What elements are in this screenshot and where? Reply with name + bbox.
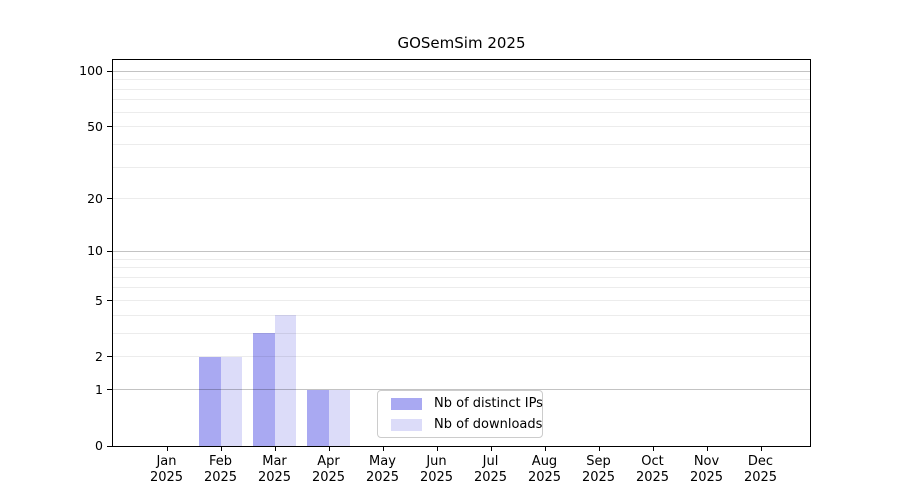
x-tick-label-month: Jun [426,454,447,469]
gridline-minor [113,267,810,269]
x-tick-label-year: 2025 [149,470,184,485]
gridline-minor [113,300,810,301]
bar-apr-distinct-ips [307,389,329,446]
gridline-major [113,70,810,72]
y-tick [107,389,113,391]
y-tick-label: 2 [95,348,103,364]
x-tick-label-year: 2025 [257,470,292,485]
gridline-major [113,250,810,252]
x-tick-label: Jul 2025 [463,454,519,486]
x-tick-label-year: 2025 [689,470,724,485]
x-tick-label: Jun 2025 [409,454,465,486]
gridline-minor [113,287,810,289]
legend-row-downloads: Nb of downloads [391,417,542,433]
x-tick-label-year: 2025 [419,470,454,485]
gridline-minor [113,79,810,81]
x-tick [490,446,492,451]
x-tick-label: Sep 2025 [571,454,627,486]
x-tick-label-year: 2025 [581,470,616,485]
gridline-major [113,389,810,391]
x-tick-label-month: Nov [693,454,720,469]
x-tick-label: Aug 2025 [517,454,573,486]
gridline-minor [113,332,810,334]
bar-feb-distinct-ips [199,356,221,446]
x-tick [706,446,708,451]
legend-swatch-distinct-ips [391,397,422,410]
gridline-minor [113,314,810,316]
x-tick-label: Mar 2025 [247,454,303,486]
x-tick-label-month: Aug [531,454,558,469]
x-tick-label-month: Jan [156,454,177,469]
y-tick [107,250,113,252]
gridline-minor [113,126,810,128]
bar-apr-downloads [328,389,350,446]
x-tick [760,446,762,451]
x-tick-label-year: 2025 [311,470,346,485]
gridline-minor [113,143,810,145]
x-tick-label-year: 2025 [473,470,508,485]
x-tick-label: May 2025 [355,454,411,486]
x-tick-label: Jan 2025 [139,454,195,486]
gridline-minor [113,258,810,260]
x-tick-label-year: 2025 [527,470,562,485]
x-tick [274,446,276,451]
gridline-minor [113,356,810,358]
y-tick [107,126,113,128]
x-tick [598,446,600,451]
gridline-minor [113,166,810,168]
y-tick-label: 20 [87,190,103,206]
legend-label-downloads: Nb of downloads [434,416,543,432]
gridline-minor [113,198,810,200]
x-tick [328,446,330,451]
x-tick [436,446,438,451]
y-tick [107,300,113,301]
x-tick [166,446,168,451]
x-tick-label-month: Sep [586,454,611,469]
x-tick-label: Dec 2025 [733,454,789,486]
x-tick-label: Apr 2025 [301,454,357,486]
y-tick [107,445,113,447]
x-tick-label-year: 2025 [743,470,778,485]
y-tick-label: 50 [87,118,103,134]
legend-swatch-downloads [391,418,422,431]
x-tick-label-year: 2025 [635,470,670,485]
x-tick [652,446,654,451]
x-tick [544,446,546,451]
plot-area: Nb of distinct IPs Nb of downloads 0 1 2 5 1… [79,59,811,485]
x-tick-label-month: Jul [482,454,499,469]
bar-mar-downloads [274,315,296,446]
x-tick-label: Nov 2025 [679,454,735,486]
x-tick-label-month: Dec [747,454,774,469]
legend-row-distinct-ips: Nb of distinct IPs [391,395,543,412]
x-tick-label: Feb 2025 [193,454,249,486]
x-tick-label-year: 2025 [365,470,400,485]
x-tick [382,446,384,451]
x-tick-label-year: 2025 [203,470,238,485]
x-tick [220,446,222,451]
gridline-minor [113,111,810,113]
y-tick [107,70,113,72]
y-tick [107,356,113,358]
gridline-minor [113,99,810,101]
y-tick [107,198,113,200]
y-tick-label: 100 [79,63,103,79]
gridline-minor [113,276,810,278]
bar-feb-downloads [220,356,242,446]
x-tick-label-month: May [369,454,396,469]
chart-title: GOSemSim 2025 [397,34,526,52]
gridline-minor [113,88,810,90]
x-tick-label-month: Oct [641,454,664,469]
y-tick-label: 10 [87,243,103,259]
x-tick-label-month: Feb [208,454,233,469]
y-tick-label: 1 [95,381,103,397]
x-tick-label-month: Mar [262,454,287,469]
x-tick-label-month: Apr [317,454,340,469]
legend: Nb of distinct IPs Nb of downloads [377,390,543,438]
legend-label-distinct-ips: Nb of distinct IPs [434,395,543,411]
x-tick-label: Oct 2025 [625,454,681,486]
y-tick-label: 0 [95,438,103,453]
y-tick-label: 5 [95,292,103,308]
